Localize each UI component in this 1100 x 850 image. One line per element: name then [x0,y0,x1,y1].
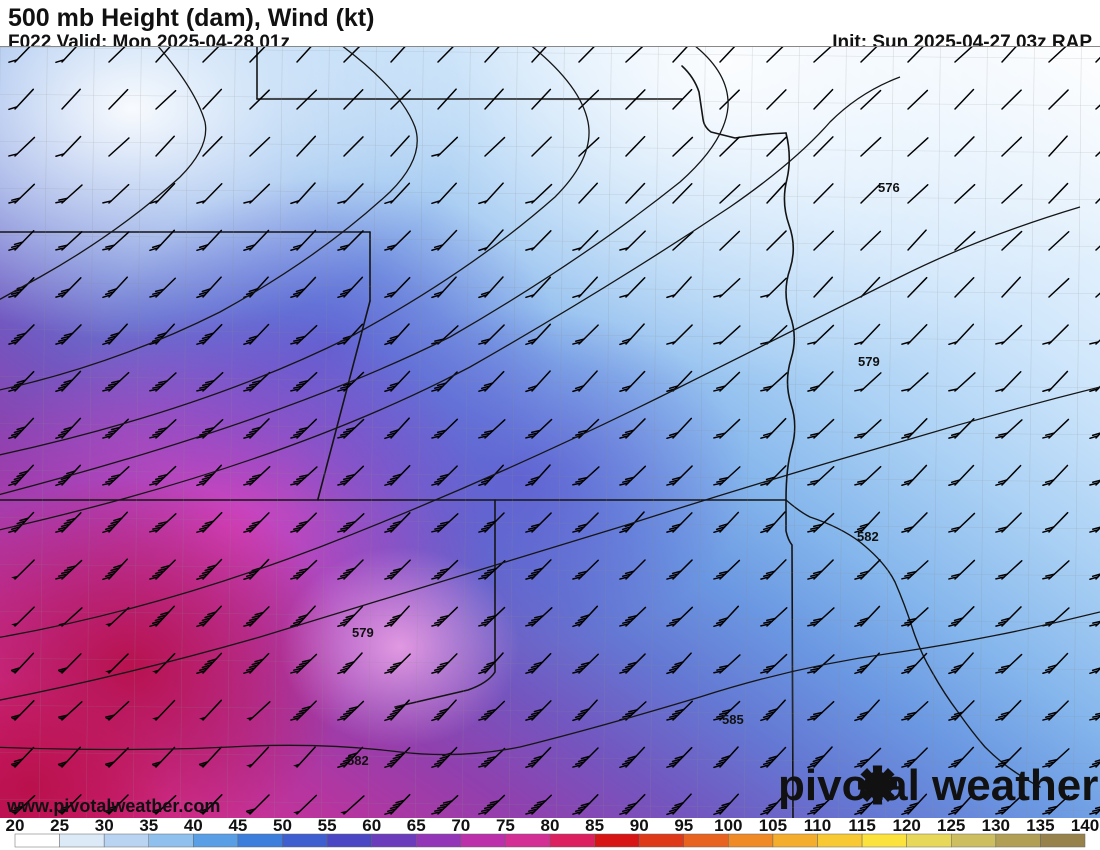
svg-text:120: 120 [893,818,921,835]
svg-text:582: 582 [857,529,879,544]
svg-text:130: 130 [982,818,1010,835]
svg-text:140: 140 [1071,818,1099,835]
svg-text:75: 75 [496,818,515,835]
svg-text:25: 25 [50,818,69,835]
svg-text:95: 95 [674,818,693,835]
svg-text:579: 579 [858,354,880,369]
svg-text:579: 579 [352,625,374,640]
svg-text:70: 70 [451,818,470,835]
svg-text:55: 55 [318,818,337,835]
svg-text:585: 585 [722,712,744,727]
svg-text:105: 105 [759,818,787,835]
svg-text:90: 90 [630,818,649,835]
svg-text:100: 100 [714,818,742,835]
svg-text:30: 30 [95,818,114,835]
svg-text:50: 50 [273,818,292,835]
svg-text:135: 135 [1026,818,1054,835]
svg-text:35: 35 [139,818,158,835]
svg-text:80: 80 [541,818,560,835]
svg-text:pivotal weather: pivotal weather [778,761,1098,810]
svg-text:115: 115 [848,818,875,835]
svg-text:45: 45 [228,818,247,835]
svg-text:40: 40 [184,818,203,835]
svg-text:110: 110 [804,818,831,835]
svg-text:60: 60 [362,818,381,835]
svg-text:576: 576 [878,180,900,195]
svg-text:85: 85 [585,818,604,835]
svg-text:582: 582 [347,753,369,768]
svg-text:125: 125 [937,818,965,835]
svg-text:20: 20 [6,818,25,835]
svg-text:65: 65 [407,818,426,835]
